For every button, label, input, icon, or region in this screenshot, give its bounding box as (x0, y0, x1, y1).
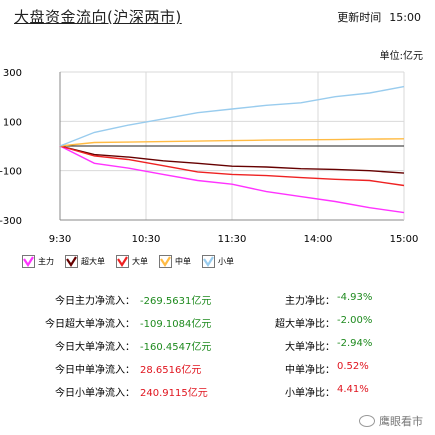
legend-item: 超大单 (65, 255, 105, 268)
legend-label: 大单 (132, 257, 148, 266)
unit-label: 单位:亿元 (379, 51, 423, 62)
fund-flow-chart: 9:30 10:30 11:30 14:00 15:00 300 100 -100 -300 (0, 68, 419, 245)
ratio-value: 0.52% (337, 361, 369, 372)
update-time: 更新时间 15:00 (337, 9, 421, 25)
legend-swatch-icon (116, 255, 129, 268)
legend-item: 中单 (159, 255, 191, 268)
stats-label: 今日中单净流入： (55, 365, 135, 376)
update-time-value: 15:00 (389, 11, 421, 24)
series-line (59, 145, 405, 214)
y-tick-label: 100 (3, 117, 22, 128)
stats-row: 今日大单净流入： -160.4547亿元 大单净比： -2.94% (0, 338, 435, 360)
series-line (59, 138, 405, 147)
ratio-label: 小单净比： (285, 388, 335, 399)
x-tick-label: 11:30 (218, 234, 247, 245)
legend-label: 主力 (38, 257, 54, 266)
y-tick-label: -100 (0, 167, 22, 178)
stats-value: -109.1084亿元 (140, 319, 212, 330)
ratio-label: 主力净比： (285, 296, 335, 307)
legend-item: 主力 (22, 255, 54, 268)
legend-item: 小单 (202, 255, 234, 268)
series-line (59, 145, 405, 174)
stats-label: 今日主力净流入： (55, 296, 135, 307)
legend-label: 小单 (218, 257, 234, 266)
ratio-value: 4.41% (337, 384, 369, 395)
series-line (59, 145, 405, 187)
legend-label: 中单 (175, 257, 191, 266)
x-tick-label: 9:30 (49, 234, 71, 245)
legend-swatch-icon (65, 255, 78, 268)
legend-swatch-icon (202, 255, 215, 268)
stats-row: 今日小单净流入： 240.9115亿元 小单净比： 4.41% (0, 384, 435, 406)
ratio-value: -2.00% (337, 315, 373, 326)
ratio-value: -2.94% (337, 338, 373, 349)
legend-item: 大单 (116, 255, 148, 268)
chart-legend: 主力 超大单 大单 中单 小单 (22, 255, 234, 268)
update-label: 更新时间 (337, 11, 382, 24)
stats-row: 今日主力净流入： -269.5631亿元 主力净比： -4.93% (0, 292, 435, 314)
x-tick-label: 14:00 (304, 234, 333, 245)
stats-value: -269.5631亿元 (140, 296, 212, 307)
ratio-value: -4.93% (337, 292, 373, 303)
ratio-label: 大单净比： (285, 342, 335, 353)
legend-swatch-icon (159, 255, 172, 268)
x-tick-label: 15:00 (390, 234, 419, 245)
stats-label: 今日大单净流入： (55, 342, 135, 353)
watermark: 鹰眼看市 (359, 413, 423, 429)
legend-label: 超大单 (81, 257, 105, 266)
ratio-label: 超大单净比： (275, 319, 335, 330)
legend-swatch-icon (22, 255, 35, 268)
stats-label: 今日小单净流入： (55, 388, 135, 399)
page-title: 大盘资金流向(沪深两市) (14, 8, 182, 26)
y-tick-label: -300 (0, 216, 22, 227)
x-tick-label: 10:30 (132, 234, 161, 245)
stats-value: 240.9115亿元 (140, 388, 208, 399)
series-line (59, 85, 405, 147)
stats-row: 今日超大单净流入： -109.1084亿元 超大单净比： -2.00% (0, 315, 435, 337)
stats-value: -160.4547亿元 (140, 342, 212, 353)
watermark-text: 鹰眼看市 (379, 415, 423, 428)
ratio-label: 中单净比： (285, 365, 335, 376)
stats-row: 今日中单净流入： 28.6516亿元 中单净比： 0.52% (0, 361, 435, 383)
y-tick-label: 300 (3, 68, 22, 79)
stats-value: 28.6516亿元 (140, 365, 202, 376)
eye-icon (359, 415, 375, 427)
stats-label: 今日超大单净流入： (45, 319, 135, 330)
